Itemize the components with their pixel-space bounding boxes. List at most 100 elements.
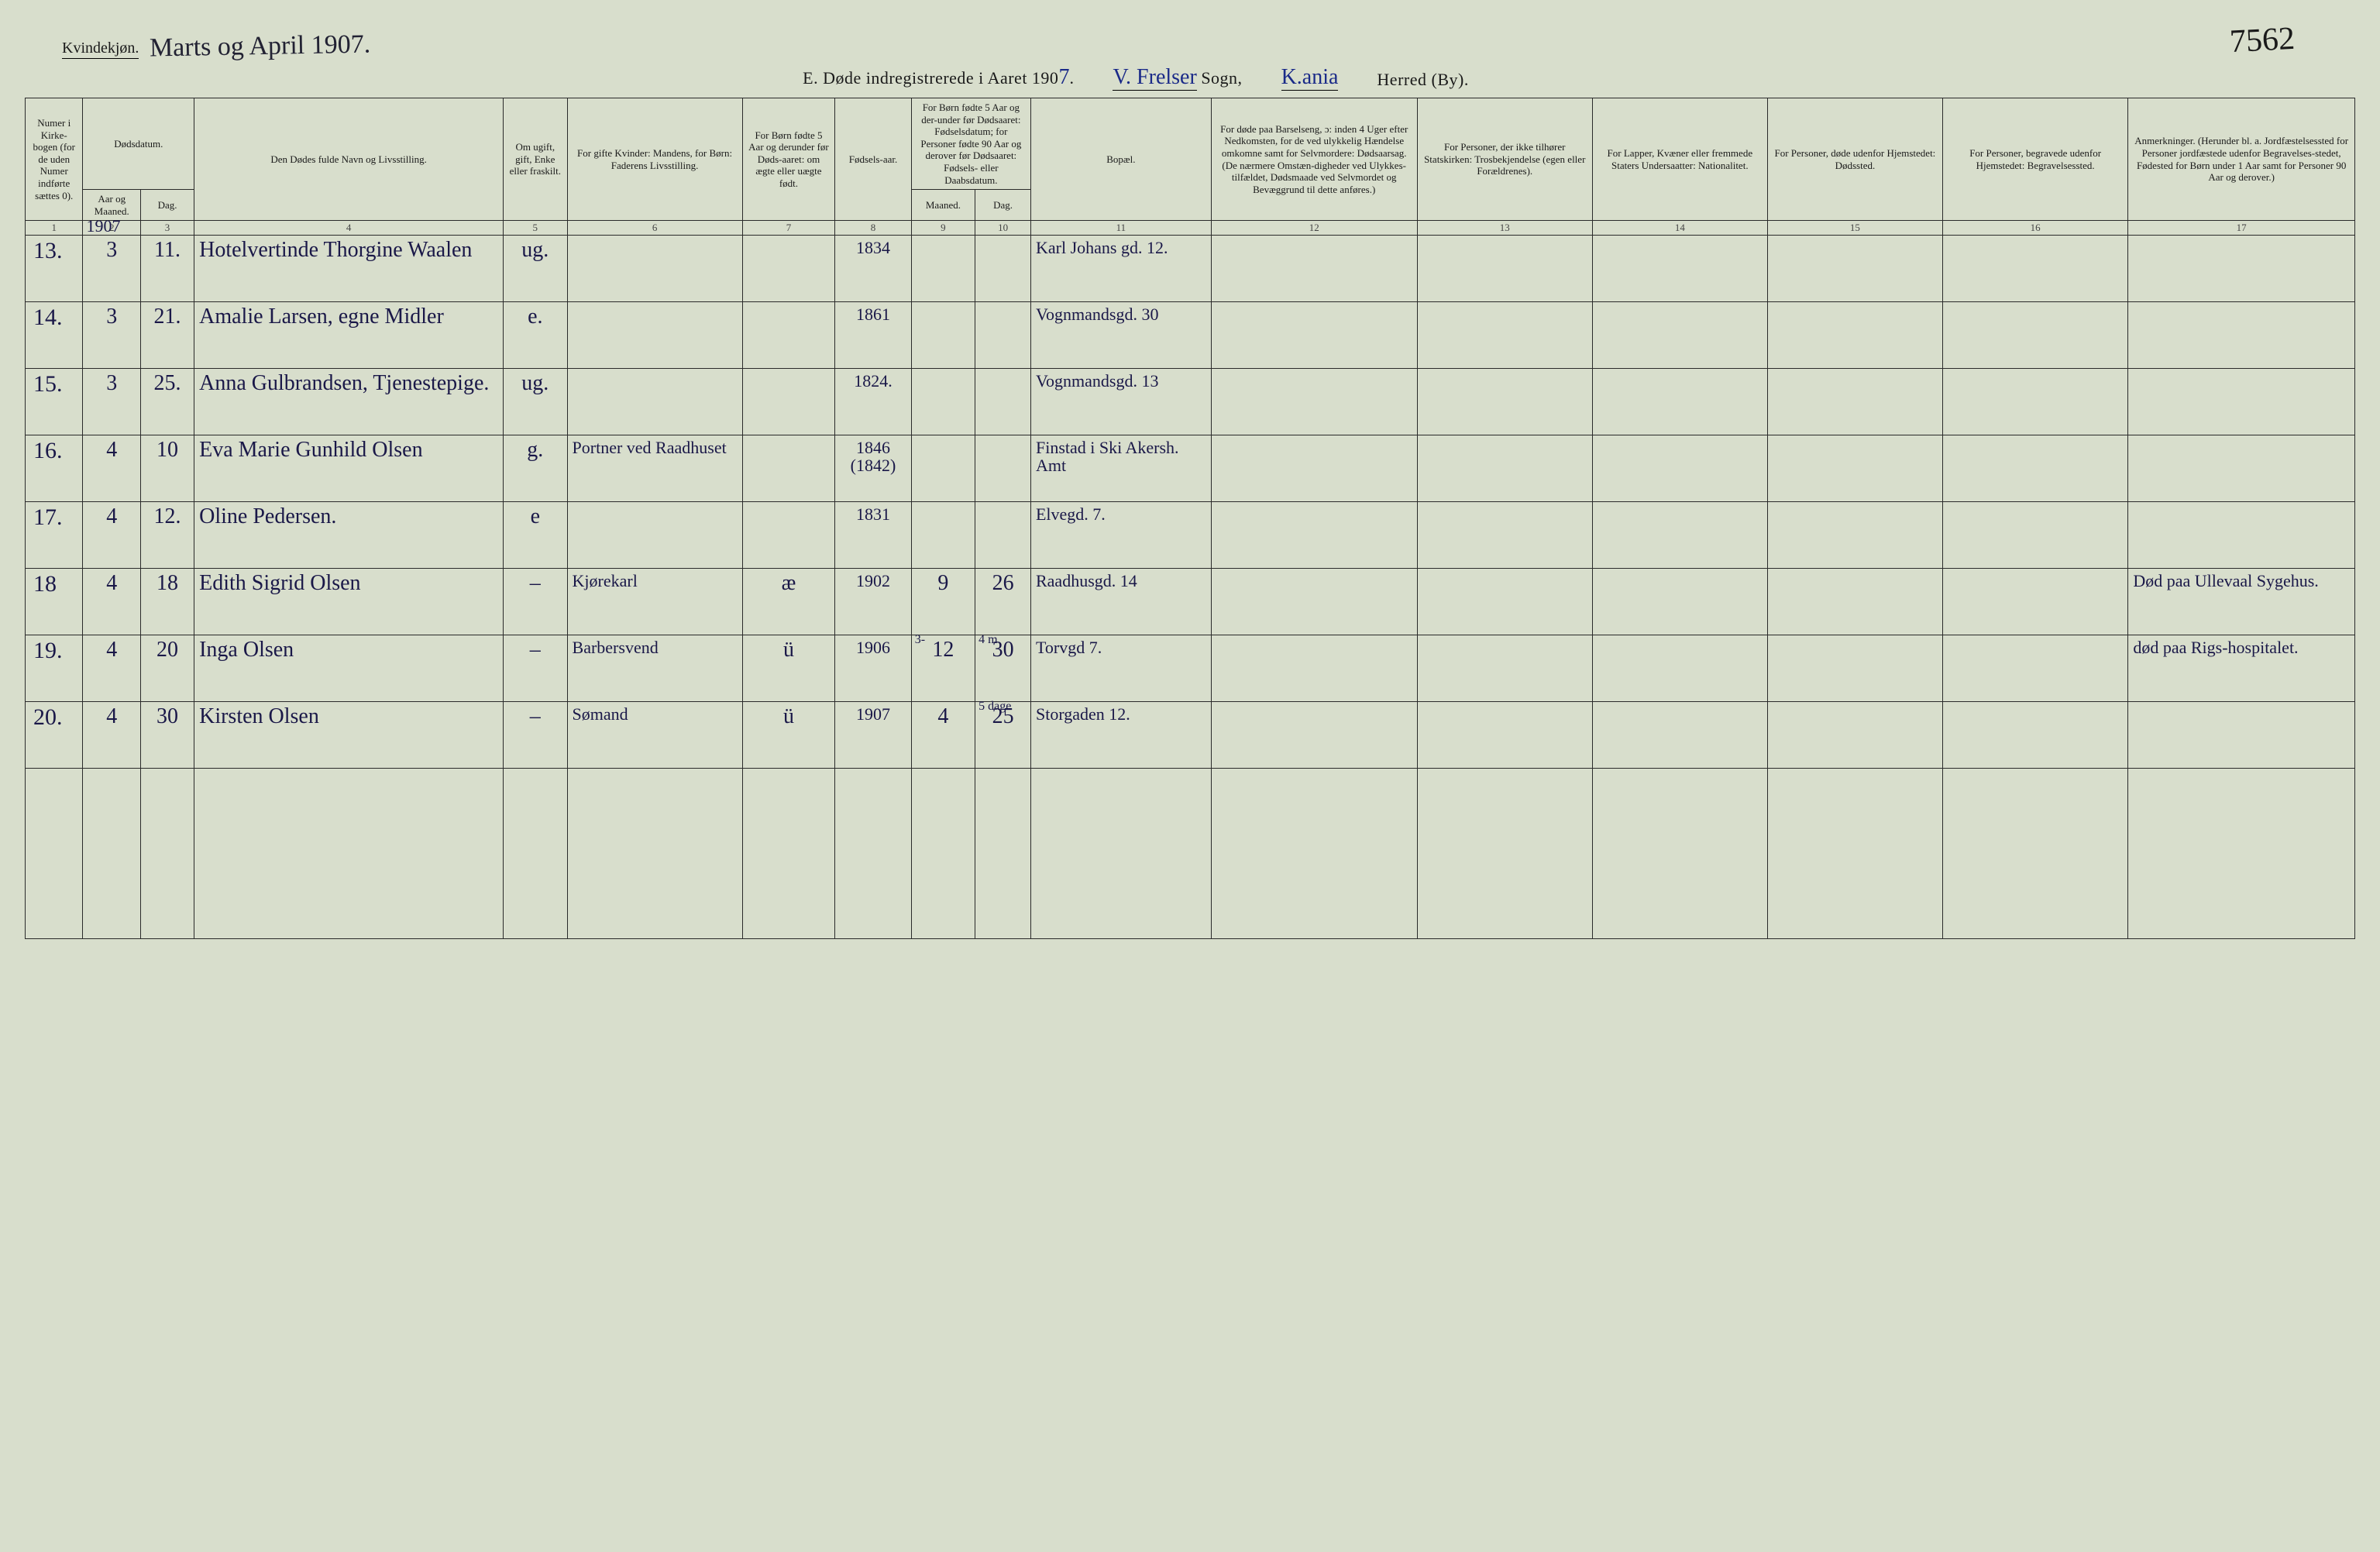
table-row: 13.3190711.Hotelvertinde Thorgine Waalen… [26, 235, 2355, 301]
top-left: Kvindekjøn. Marts og April 1907. [62, 29, 371, 59]
cell-anm [2128, 235, 2355, 301]
cell-born [742, 301, 835, 368]
cell-fdag [975, 235, 1031, 301]
cell-empty [1767, 768, 1942, 938]
cell-name: Amalie Larsen, egne Midler [194, 301, 504, 368]
cell-bopael: Karl Johans gd. 12. [1030, 235, 1211, 301]
sogn-value: V. Frelser [1113, 65, 1196, 91]
cell-anm [2128, 501, 2355, 568]
cell-begrav [1942, 368, 2127, 435]
cell-empty [194, 768, 504, 938]
cell-empty [83, 768, 140, 938]
cell-begrav [1942, 568, 2127, 635]
cell-mandens [567, 368, 742, 435]
cell-born [742, 235, 835, 301]
cell-dodssted [1767, 301, 1942, 368]
column-number-row: 1 2 3 4 5 6 7 8 9 10 11 12 13 14 15 16 1… [26, 221, 2355, 236]
colnum-17: 17 [2128, 221, 2355, 236]
cell-fmnd [911, 301, 975, 368]
table-row: 17.412.Oline Pedersen.e1831Elvegd. 7. [26, 501, 2355, 568]
cell-mandens: Kjørekarl [567, 568, 742, 635]
cell-ugift: e. [504, 301, 567, 368]
cell-trosbekj [1417, 368, 1592, 435]
cell-dag: 25. [140, 368, 194, 435]
table-row: 20.430Kirsten Olsen–Sømandü190745 dage25… [26, 701, 2355, 768]
herred-value: K.ania [1281, 65, 1339, 91]
col-numer: Numer i Kirke- bogen (for de uden Numer … [26, 98, 83, 221]
col-ugift: Om ugift, gift, Enke eller fraskilt. [504, 98, 567, 221]
cell-faar: 1834 [835, 235, 911, 301]
colnum-12: 12 [1211, 221, 1417, 236]
cell-trosbekj [1417, 701, 1592, 768]
cell-fdag [975, 368, 1031, 435]
cell-mandens: Barbersvend [567, 635, 742, 701]
colnum-8: 8 [835, 221, 911, 236]
cell-begrav [1942, 301, 2127, 368]
cell-nationalitet [1592, 701, 1767, 768]
colnum-6: 6 [567, 221, 742, 236]
cell-aar: 31907 [83, 235, 140, 301]
cell-ugift: e [504, 501, 567, 568]
cell-trosbekj [1417, 635, 1592, 701]
cell-num: 15. [26, 368, 83, 435]
cell-empty [975, 768, 1031, 938]
cell-fmnd: 4 [911, 701, 975, 768]
col-fodselsdatum: For Børn fødte 5 Aar og der-under før Dø… [911, 98, 1030, 190]
sogn-label: Sogn, [1201, 68, 1242, 88]
cell-faar: 1824. [835, 368, 911, 435]
cell-nationalitet [1592, 635, 1767, 701]
cell-empty [26, 768, 83, 938]
cell-begrav [1942, 235, 2127, 301]
cell-dodssted [1767, 368, 1942, 435]
register-page: Kvindekjøn. Marts og April 1907. 7562 E.… [25, 22, 2355, 939]
col-f-maaned: Maaned. [911, 190, 975, 221]
cell-mandens: Portner ved Raadhuset [567, 435, 742, 501]
cell-name: Kirsten Olsen [194, 701, 504, 768]
cell-dodsaarsag [1211, 235, 1417, 301]
cell-ugift: – [504, 701, 567, 768]
cell-name: Oline Pedersen. [194, 501, 504, 568]
cell-faar: 1861 [835, 301, 911, 368]
colnum-14: 14 [1592, 221, 1767, 236]
colnum-7: 7 [742, 221, 835, 236]
cell-fdag: 26 [975, 568, 1031, 635]
cell-bopael: Storgaden 12. [1030, 701, 1211, 768]
cell-dag: 20 [140, 635, 194, 701]
cell-dag: 18 [140, 568, 194, 635]
herred-label: Herred (By). [1377, 70, 1468, 90]
months-year: Marts og April 1907. [150, 30, 371, 64]
cell-trosbekj [1417, 235, 1592, 301]
cell-trosbekj [1417, 501, 1592, 568]
cell-empty [835, 768, 911, 938]
cell-empty [1942, 768, 2127, 938]
cell-nationalitet [1592, 501, 1767, 568]
cell-anm [2128, 368, 2355, 435]
cell-empty [1030, 768, 1211, 938]
cell-empty [2128, 768, 2355, 938]
cell-dodsaarsag [1211, 368, 1417, 435]
col-bopael: Bopæl. [1030, 98, 1211, 221]
cell-dodssted [1767, 235, 1942, 301]
title-row: E. Døde indregistrerede i Aaret 1907. V.… [25, 65, 2355, 90]
cell-num: 20. [26, 701, 83, 768]
table-body: 13.3190711.Hotelvertinde Thorgine Waalen… [26, 235, 2355, 938]
cell-born [742, 368, 835, 435]
colnum-15: 15 [1767, 221, 1942, 236]
cell-faar: 1907 [835, 701, 911, 768]
cell-dodsaarsag [1211, 635, 1417, 701]
cell-mandens [567, 301, 742, 368]
table-row-empty [26, 768, 2355, 938]
cell-begrav [1942, 701, 2127, 768]
cell-begrav [1942, 501, 2127, 568]
cell-anm [2128, 701, 2355, 768]
cell-empty [1417, 768, 1592, 938]
cell-fmnd: 3-12 [911, 635, 975, 701]
colnum-10: 10 [975, 221, 1031, 236]
col-dag: Dag. [140, 190, 194, 221]
cell-num: 17. [26, 501, 83, 568]
cell-ugift: g. [504, 435, 567, 501]
cell-bopael: Vognmandsgd. 30 [1030, 301, 1211, 368]
cell-dag: 11. [140, 235, 194, 301]
colnum-13: 13 [1417, 221, 1592, 236]
cell-empty [1592, 768, 1767, 938]
